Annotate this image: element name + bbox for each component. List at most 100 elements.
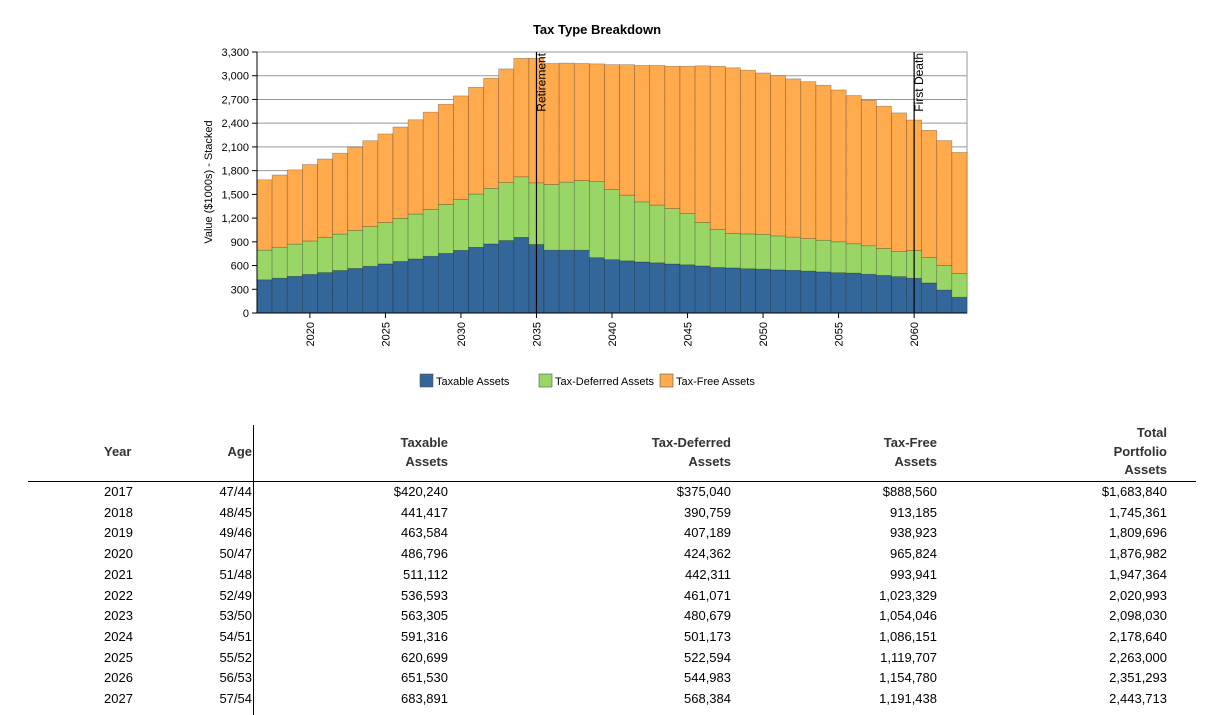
bar-segment [589,181,605,258]
bar-segment [302,240,318,275]
table-cell-taxable: 591,316 [401,628,448,644]
y-tick-label: 0 [243,308,249,320]
header-total: Total Portfolio Assets [1113,425,1167,477]
table-cell-deferred: 544,983 [684,670,731,686]
header-taxable: Taxable Assets [400,435,448,469]
bar-segment [453,250,469,314]
x-tick-label: 2025 [380,322,392,346]
y-tick-label: 3,000 [221,71,249,83]
bar-segment [709,267,726,314]
table-cell-deferred: 480,679 [684,608,731,624]
table-cell-year: 2022 [104,587,133,603]
bar-segment [589,257,605,314]
legend-label: Tax-Free Assets [676,376,755,388]
bar-segment [498,68,515,183]
bar-segment [755,72,771,235]
legend: Taxable Assets Tax-Deferred Assets Tax-Fre… [419,373,755,388]
table-cell-total: 2,263,000 [1109,649,1167,665]
table-cell-taxable: 511,112 [402,566,448,582]
bar-segment [845,272,862,314]
bar-segment [815,271,832,314]
bar-segment [256,279,273,314]
bar-segment [755,268,771,314]
bar-segment [634,261,651,314]
table-cell-age: 51/48 [219,566,252,582]
y-tick-label: 3,300 [221,47,249,59]
bar-segment [392,261,409,314]
header-divider [28,481,1196,482]
bar-segment [679,264,696,314]
table-cell-year: 2021 [104,566,133,582]
bar-segment [377,133,394,223]
bar-segment [286,276,303,314]
table-cell-free: 1,054,046 [879,608,937,624]
bar-segment [437,103,454,205]
table-cell-age: 49/46 [219,525,252,541]
bar-segment [755,234,771,270]
table-cell-taxable: 563,305 [401,608,448,624]
table-cell-free: 1,086,151 [879,628,937,644]
table-cell-age: 54/51 [219,628,252,644]
table-cell-total: $1,683,840 [1101,484,1167,499]
x-tick-label: 2030 [456,322,468,346]
table-cell-free: 938,923 [890,525,937,541]
legend-swatch [659,373,674,388]
bar-segment [936,289,953,314]
bar-segment [256,179,273,251]
table-cell-age: 47/44 [219,484,252,499]
table-cell-year: 2026 [104,670,133,686]
table-cell-age: 56/53 [219,670,252,686]
table-cell-total: 2,443,713 [1109,691,1167,706]
plot-area: 0 300 600 900 1,200 1,500 1,800 2,100 2,400 2,700… [221,47,968,346]
bar-segment [679,65,696,214]
x-tick-label: 2035 [531,322,543,346]
table-cell-year: 2027 [104,691,133,706]
bar-segment [483,188,500,245]
table-cell-total: 1,809,696 [1109,525,1167,541]
table-cell-free: 1,191,438 [879,691,937,706]
table-cell-deferred: 390,759 [684,504,731,520]
table-cell-total: 2,020,993 [1109,587,1167,603]
table-cell-taxable: 463,584 [401,525,448,541]
table-cell-year: 2020 [104,546,133,562]
bar-segment [256,249,273,281]
bar-segment [573,63,590,181]
table-cell-free: 1,119,707 [880,649,937,665]
header-year: Year [104,444,132,459]
bar-segment [332,233,348,271]
bar-segment [453,95,469,200]
bar-segment [573,249,590,314]
bar-segment [724,233,741,269]
bar-segment [740,69,756,235]
bar-segment [543,184,560,251]
bar-segment [830,89,847,243]
bar-segment [362,140,379,227]
bar-segment [664,208,681,265]
table-cell-deferred: 522,594 [684,649,731,665]
table-cell-free: 1,154,780 [879,670,937,686]
bar-segment [271,174,288,248]
bar-segment [271,246,288,279]
bar-segment [679,213,696,266]
bar-segment [694,222,711,267]
table-cell-free: 965,824 [890,546,937,562]
bar-segment [800,81,817,239]
bar-segment [332,270,348,314]
x-tick-label: 2050 [758,322,770,346]
bar-segment [604,64,620,190]
bar-segment [860,273,877,314]
bar-segment [513,237,530,314]
bar-segment [921,130,938,258]
bar-segment [573,180,590,251]
bar-segment [770,269,787,314]
bar-segment [286,243,303,277]
table-cell-year: 2017 [104,484,133,499]
bar-segment [815,239,832,273]
table-cell-deferred: 424,362 [684,546,731,562]
table-cell-year: 2024 [104,628,133,644]
bar-segment [377,222,394,265]
bar-segment [951,152,968,274]
bar-segment [891,276,907,314]
table-cell-total: 2,351,293 [1109,670,1167,686]
bar-segment [422,255,439,314]
